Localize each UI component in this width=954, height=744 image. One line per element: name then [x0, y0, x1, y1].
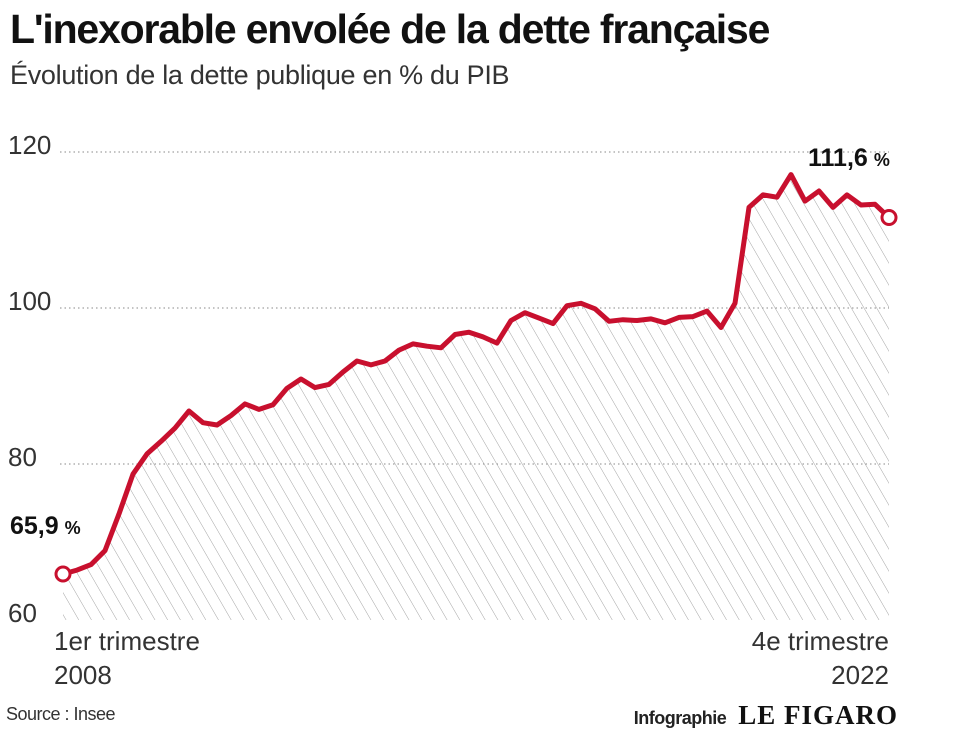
credit: Infographie LE FIGARO — [634, 700, 898, 731]
debt-area-fill — [63, 174, 889, 620]
y-tick-label-120: 120 — [8, 130, 51, 160]
credit-label: Infographie — [633, 708, 727, 728]
source-note: Source : Insee — [6, 704, 116, 724]
y-tick-label-100: 100 — [8, 286, 51, 316]
max-value-label: 111,6% — [808, 144, 890, 172]
start-value-label: 65,9% — [10, 512, 81, 540]
y-tick-label-80: 80 — [8, 442, 37, 472]
debt-series-line — [60, 172, 892, 577]
end-point-marker — [880, 209, 898, 227]
x-start-label-period: 1er trimestre — [54, 626, 200, 656]
x-end-label-year: 2022 — [831, 660, 889, 690]
chart-subtitle: Évolution de la dette publique en % du P… — [10, 60, 510, 90]
x-end-label-period: 4e trimestre — [752, 626, 889, 656]
start-point-marker — [54, 565, 72, 583]
le-figaro-logo: LE FIGARO — [738, 700, 898, 730]
endpoint-markers — [54, 209, 898, 583]
x-start-label-year: 2008 — [54, 660, 112, 690]
debt-area-chart: 60 80 100 120 65,9% 111,6% 1er trimestre 20… — [8, 130, 898, 690]
chart-title: L'inexorable envolée de la dette françai… — [10, 6, 770, 52]
y-axis-ticks: 60 80 100 120 — [8, 130, 51, 628]
y-tick-label-60: 60 — [8, 598, 37, 628]
